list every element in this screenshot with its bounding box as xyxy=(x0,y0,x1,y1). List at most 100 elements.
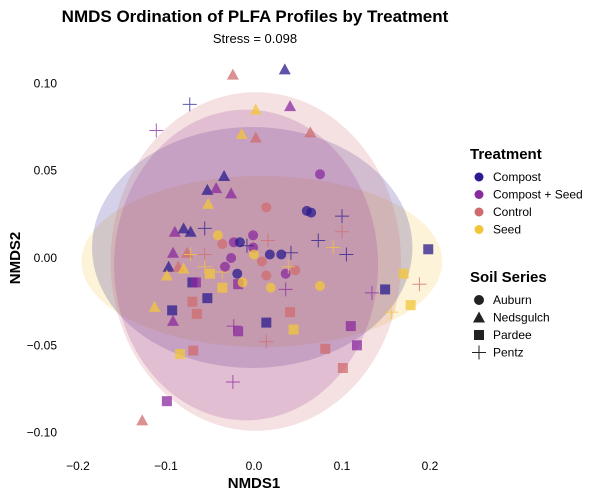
data-point xyxy=(239,238,254,253)
data-point xyxy=(320,343,331,354)
data-point xyxy=(160,269,173,281)
data-point xyxy=(384,305,399,320)
data-point xyxy=(197,247,212,262)
data-point xyxy=(284,100,297,112)
soil-series-legend: Auburn Nedsgulch Pardee Pentz xyxy=(472,293,550,360)
data-point xyxy=(149,123,164,138)
data-point xyxy=(161,396,172,407)
data-point xyxy=(191,308,202,319)
data-point xyxy=(248,230,259,241)
data-point xyxy=(285,307,296,318)
data-point xyxy=(315,280,325,291)
data-point xyxy=(265,282,276,293)
legend-cross-icon xyxy=(472,345,486,360)
x-axis-label: NMDS1 xyxy=(228,475,281,492)
y-tick-label: 0.10 xyxy=(34,76,58,90)
data-point xyxy=(217,239,228,250)
legend-square-icon xyxy=(474,330,484,340)
data-point xyxy=(177,222,190,234)
data-point xyxy=(167,314,180,326)
data-point xyxy=(235,128,248,140)
data-point xyxy=(188,345,199,356)
legend-label: Nedsgulch xyxy=(493,311,550,325)
data-point xyxy=(234,237,245,248)
data-point xyxy=(280,268,291,279)
legend-key-control xyxy=(474,207,484,217)
data-point xyxy=(380,284,391,295)
data-point xyxy=(190,277,201,288)
x-axis-ticks: −0.2 −0.1 0.0 0.1 0.2 xyxy=(66,459,439,473)
data-point xyxy=(290,265,301,276)
y-tick-label: 0.00 xyxy=(34,251,58,265)
data-point xyxy=(335,209,349,224)
data-point xyxy=(184,225,197,237)
data-point xyxy=(226,253,237,263)
data-point xyxy=(405,300,416,311)
data-point xyxy=(278,63,291,75)
x-tick-label: −0.2 xyxy=(66,459,90,473)
legend-triangle-icon xyxy=(473,311,485,323)
data-point xyxy=(237,277,248,288)
data-point xyxy=(249,103,262,115)
data-point xyxy=(175,349,186,360)
data-points xyxy=(136,63,434,426)
chart-subtitle: Stress = 0.098 xyxy=(213,31,297,46)
x-tick-label: 0.0 xyxy=(246,459,263,473)
data-point xyxy=(205,268,215,279)
data-point xyxy=(148,300,161,312)
legend-circle-icon xyxy=(474,295,484,305)
data-point xyxy=(278,282,293,297)
legend-label: Pardee xyxy=(493,328,532,342)
data-point xyxy=(337,362,348,373)
data-point xyxy=(311,233,326,248)
data-point xyxy=(212,230,223,241)
y-tick-label: −0.05 xyxy=(27,338,58,352)
treatment-legend: Compost Compost + Seed Control Seed xyxy=(474,170,583,237)
legend-key-compost-seed xyxy=(474,190,484,199)
data-point xyxy=(412,277,427,292)
x-tick-label: 0.2 xyxy=(422,459,439,473)
y-axis-ticks: 0.10 0.05 0.00 −0.05 −0.10 xyxy=(27,76,58,439)
data-point xyxy=(225,374,240,389)
y-tick-label: −0.10 xyxy=(27,426,58,440)
data-point xyxy=(202,197,215,209)
soil-legend-title: Soil Series xyxy=(470,269,547,286)
data-point xyxy=(187,296,198,307)
legend-label: Compost + Seed xyxy=(493,188,583,202)
data-point xyxy=(233,326,244,337)
legend-label: Compost xyxy=(493,170,542,184)
data-point xyxy=(181,246,194,258)
data-point xyxy=(210,182,223,194)
legend-label: Seed xyxy=(493,223,521,237)
data-point xyxy=(259,334,274,349)
legend-key-compost xyxy=(474,172,484,182)
data-point xyxy=(177,262,190,274)
data-point xyxy=(218,169,231,181)
data-point xyxy=(168,225,181,237)
ellipse-control xyxy=(110,92,401,431)
data-point xyxy=(335,224,349,239)
data-point xyxy=(162,260,175,272)
data-point xyxy=(197,259,212,274)
data-point xyxy=(136,414,149,426)
data-point xyxy=(261,317,272,328)
data-point xyxy=(315,169,325,180)
data-point xyxy=(283,245,298,260)
ellipse-compost-seed xyxy=(114,109,379,421)
data-point xyxy=(261,233,276,248)
x-tick-label: 0.1 xyxy=(334,459,351,473)
data-point xyxy=(249,131,262,143)
x-tick-label: −0.1 xyxy=(154,459,178,473)
legend-label: Auburn xyxy=(493,293,532,307)
data-point xyxy=(264,249,275,260)
data-point xyxy=(225,187,238,199)
data-point xyxy=(304,126,317,138)
data-point xyxy=(339,247,354,262)
data-point xyxy=(226,68,239,80)
data-point xyxy=(217,282,228,293)
data-point xyxy=(256,256,267,267)
data-point xyxy=(226,319,241,334)
data-point xyxy=(398,268,409,279)
data-point xyxy=(364,285,379,300)
data-point xyxy=(202,293,213,304)
